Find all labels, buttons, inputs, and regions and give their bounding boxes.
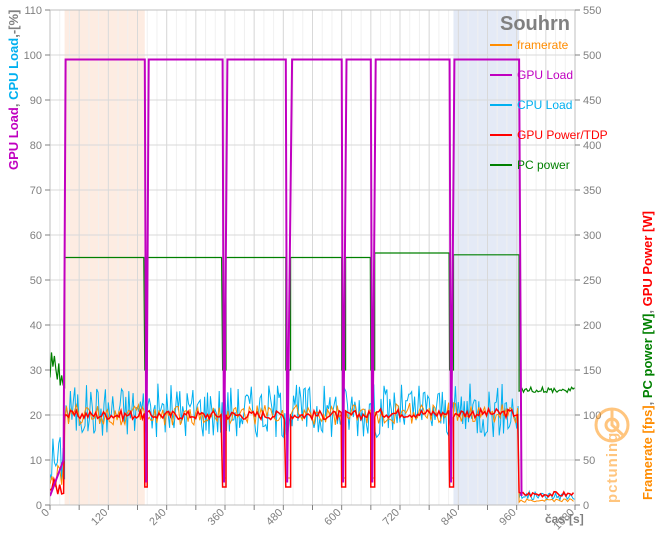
y-left-tick-label: 70 <box>30 185 42 197</box>
x-axis-label: čas-[s] <box>545 512 584 526</box>
legend-label: PC power <box>517 158 570 172</box>
y-right-tick-label: 50 <box>583 455 595 467</box>
legend-label: CPU Load <box>517 98 572 112</box>
y-right-tick-label: 150 <box>583 365 601 377</box>
y-left-tick-label: 80 <box>30 140 42 152</box>
legend-label: framerate <box>517 38 569 52</box>
y-left-tick-label: 0 <box>36 500 42 512</box>
chart-title: Souhrn <box>500 13 570 35</box>
y-left-axis-label: GPU Load, CPU Load,-[%] <box>6 10 21 170</box>
y-right-tick-label: 500 <box>583 50 601 62</box>
y-right-tick-label: 200 <box>583 320 601 332</box>
legend-label: GPU Power/TDP <box>517 128 608 142</box>
summary-chart: 0120240360480600720840960108001020304050… <box>0 0 660 545</box>
y-right-tick-label: 0 <box>583 500 589 512</box>
y-left-tick-label: 10 <box>30 455 42 467</box>
y-right-tick-label: 250 <box>583 275 601 287</box>
y-left-tick-label: 90 <box>30 95 42 107</box>
y-right-tick-label: 350 <box>583 185 601 197</box>
y-right-tick-label: 550 <box>583 5 601 17</box>
y-left-tick-label: 50 <box>30 275 42 287</box>
y-left-tick-label: 20 <box>30 410 42 422</box>
y-left-tick-label: 40 <box>30 320 42 332</box>
y-right-axis-label: Framerate [fps], PC power [W], GPU Power… <box>640 211 655 500</box>
legend-label: GPU Load <box>517 68 573 82</box>
y-left-tick-label: 100 <box>24 50 42 62</box>
y-right-tick-label: 450 <box>583 95 601 107</box>
y-left-tick-label: 110 <box>24 5 42 17</box>
y-right-tick-label: 300 <box>583 230 601 242</box>
svg-text:pctuning: pctuning <box>604 432 621 503</box>
y-left-tick-label: 30 <box>30 365 42 377</box>
y-left-tick-label: 60 <box>30 230 42 242</box>
shaded-region <box>453 10 519 505</box>
